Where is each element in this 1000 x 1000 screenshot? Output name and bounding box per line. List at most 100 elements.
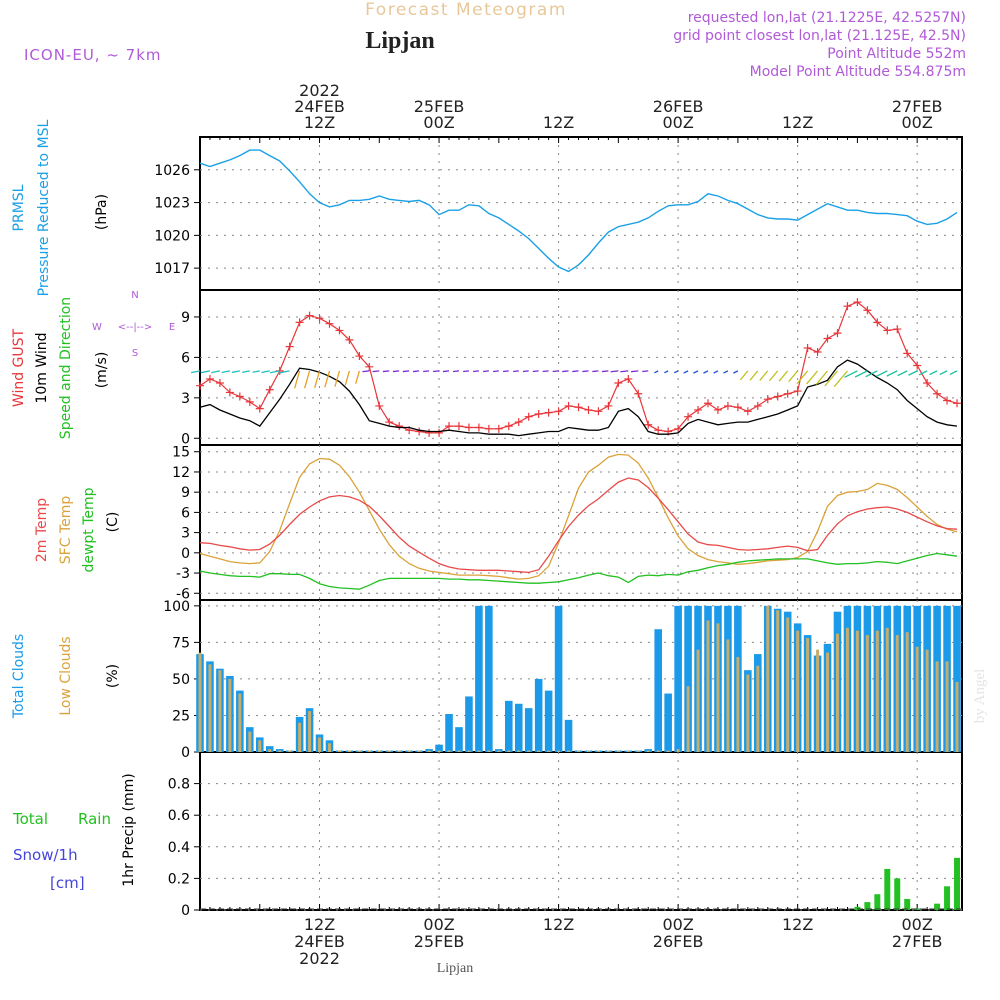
cloud-ytick-label: 0 [181, 745, 190, 761]
gust-marker [205, 374, 214, 383]
snow-unit-label: [cm] [50, 874, 85, 892]
gust-marker [345, 335, 354, 344]
precip-bar [884, 868, 891, 910]
temp-ytick-label: 12 [172, 465, 190, 481]
low-cloud-bar [786, 617, 790, 752]
model-label: ICON-EU, ~ 7km [24, 46, 162, 64]
gust-line [199, 301, 958, 434]
top-time-label: 00Z [662, 113, 693, 132]
precip-bar [894, 878, 901, 910]
wind-speed-dir-label: Speed and Direction [58, 297, 74, 439]
low-cloud-bar [626, 750, 630, 752]
bottom-time-label: 12Z [782, 915, 813, 934]
precip-ytick-label: 0.6 [168, 808, 190, 824]
wind-direction-arrow [620, 370, 629, 373]
low-cloud-bar [706, 620, 710, 752]
pressure-unit-label: (hPa) [94, 194, 110, 230]
low-cloud-bar [845, 627, 849, 752]
wind-direction-arrow [918, 370, 928, 376]
wind-direction-arrow [423, 370, 430, 373]
low-cloud-bar [507, 750, 511, 752]
low-cloud-bar [417, 750, 421, 752]
total-cloud-bar [684, 605, 692, 752]
wind-frame [199, 289, 963, 446]
rain-label: Rain [78, 810, 111, 828]
wind-direction-arrow [463, 370, 470, 373]
wind-direction-arrow [221, 370, 231, 374]
wind-direction-arrow [683, 370, 689, 374]
low-cloud-bar [816, 649, 820, 752]
wind-direction-arrow [929, 370, 938, 376]
low-cloud-bar [716, 623, 720, 752]
wind-10m-label: 10m Wind [34, 332, 50, 403]
total-cloud-bar [534, 678, 543, 752]
wind-direction-arrow [402, 370, 410, 373]
low-cloud-bar [327, 743, 331, 752]
low-cloud-bar [497, 750, 501, 752]
wind-direction-arrow [592, 370, 599, 373]
wind-direction-arrow [759, 370, 769, 381]
requested-coords: requested lon,lat (21.1225E, 42.5257N) [688, 10, 966, 26]
low-cloud-bar [756, 665, 760, 752]
gust-marker [763, 395, 772, 404]
low-cloud-bar [537, 750, 541, 752]
total-cloud-bar [554, 605, 563, 752]
temp-unit-label: (C) [105, 512, 121, 533]
wind-ytick-label: 9 [181, 310, 190, 326]
low-cloud-bar [656, 750, 660, 752]
gust-marker [454, 422, 463, 431]
low-cloud-bar [686, 686, 690, 752]
gust-marker [674, 424, 683, 433]
pressure-frame [199, 136, 963, 291]
wind-direction-arrow [733, 370, 739, 374]
wind-direction-arrow [703, 370, 709, 374]
low-cloud-bar [477, 750, 481, 752]
temp-2m-label: 2m Temp [34, 498, 50, 562]
wind-direction-arrow [833, 370, 848, 388]
total-cloud-bar [514, 703, 523, 752]
wind-direction-arrow [293, 370, 301, 389]
plot-layer: 10171020102310260369-6-30369121502550751… [154, 136, 963, 919]
gust-marker [235, 392, 244, 401]
precip-bar [864, 902, 871, 910]
wind-line [199, 359, 958, 437]
gust-marker [225, 388, 234, 397]
low-cloud-bar [228, 678, 232, 752]
gust-marker [215, 379, 224, 387]
wind-direction-arrow [472, 370, 479, 373]
wind-direction-arrow [642, 370, 649, 373]
sfc-temp-line [199, 453, 958, 580]
precip-bar [944, 886, 951, 910]
dewpt-line [199, 552, 958, 590]
low-cloud-bar [766, 605, 770, 752]
wind-direction-arrow [324, 370, 331, 388]
wind-direction-arrow [412, 370, 420, 373]
total-cloud-bar [654, 629, 662, 752]
low-cloud-bar [278, 750, 282, 752]
low-cloud-bar [696, 649, 700, 752]
wind-direction-arrow [483, 370, 489, 373]
gust-marker [873, 318, 882, 327]
low-cloud-bar [826, 652, 830, 752]
low-cloud-bar [596, 750, 600, 752]
low-cloud-bar [387, 750, 391, 752]
location-title: Lipjan [365, 28, 434, 54]
panel-cloud: 0 25 50 75 100 [163, 599, 963, 761]
wind-direction-arrow [908, 370, 918, 376]
low-cloud-bar [676, 749, 680, 752]
wind-direction-arrow [562, 370, 569, 373]
grid-point-coords: grid point closest lon,lat (21.125E, 42.… [673, 28, 966, 44]
compass-arrows: <--|--> [118, 322, 153, 333]
wind-direction-arrow [314, 370, 321, 389]
wind-direction-arrow [242, 370, 250, 374]
low-cloud-bar [606, 750, 610, 752]
gust-marker [564, 401, 573, 410]
temp-2m-line [199, 477, 958, 574]
total-cloud-bar [564, 719, 573, 752]
total-cloud-bar [504, 700, 513, 752]
wind-direction-arrow [493, 370, 499, 373]
gust-marker [484, 424, 493, 433]
low-cloud-bar [318, 737, 322, 752]
gust-marker [654, 426, 663, 435]
total-cloud-bar [664, 693, 672, 752]
